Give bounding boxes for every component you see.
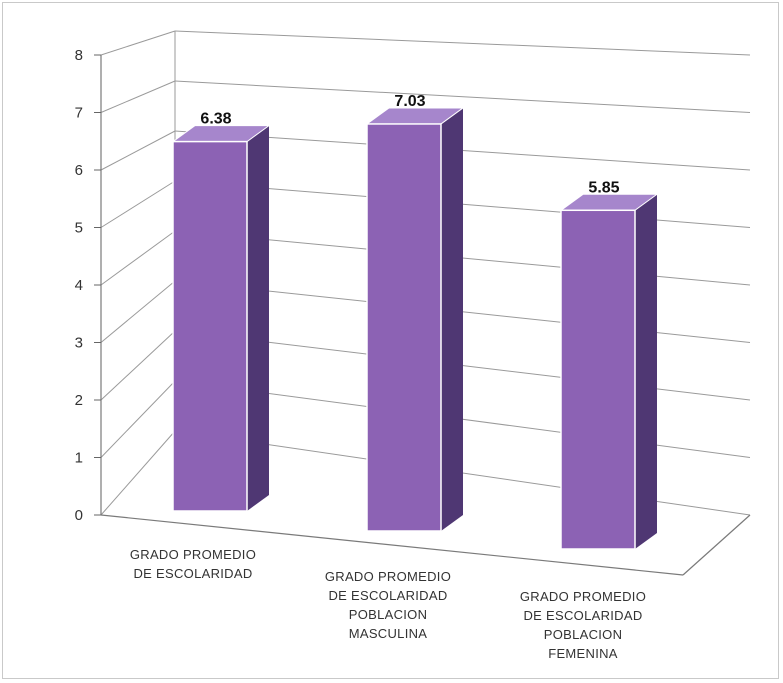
gridline [174, 30, 751, 56]
bar-side-face [635, 194, 657, 549]
data-labels: 6.38 7.03 5.85 [200, 93, 619, 196]
y-tick-label: 6 [75, 162, 83, 179]
category-label-1: GRADO PROMEDIO DE ESCOLARIDAD [130, 547, 256, 581]
data-label-1: 6.38 [200, 111, 231, 128]
bar-chart: 0 1 2 3 4 5 6 7 8 6.38 7.03 5.85 GRADO PROMEDIO DE … [75, 30, 751, 661]
bar-1 [171, 125, 271, 512]
x-axis-line [100, 514, 684, 576]
category-label-3: GRADO PROMEDIO DE ESCOLARIDAD POBLACION FEM… [520, 589, 646, 661]
gridline-side [100, 180, 176, 228]
data-label-2: 7.03 [394, 93, 425, 110]
floor-right-edge [682, 514, 751, 576]
bar-front-face [366, 123, 442, 532]
gridline [174, 80, 751, 113]
category-labels: GRADO PROMEDIO DE ESCOLARIDAD GRADO PROMED… [130, 547, 646, 661]
bars [171, 107, 659, 550]
y-tick-label: 5 [75, 220, 83, 237]
gridline-side [100, 380, 176, 458]
bar-side-face [441, 107, 463, 531]
bar-3 [559, 193, 659, 550]
y-tick-label: 8 [75, 47, 83, 64]
gridline-side [100, 230, 176, 286]
gridline-side [100, 280, 176, 343]
data-label-3: 5.85 [588, 179, 619, 196]
bar-2 [365, 107, 465, 532]
y-tick-label: 3 [75, 335, 83, 352]
bar-front-face [560, 209, 636, 550]
y-tick-label: 4 [75, 277, 83, 294]
y-tick-label: 1 [75, 450, 83, 467]
y-tick-label: 0 [75, 507, 83, 524]
y-tick-label: 2 [75, 392, 83, 409]
gridline-side [100, 130, 176, 171]
gridline-side [100, 330, 176, 401]
bar-front-face [172, 140, 248, 512]
gridline-side [100, 430, 176, 516]
gridline-side [100, 30, 176, 56]
bar-side-face [247, 125, 269, 512]
gridline-side [100, 80, 176, 113]
y-axis-ticks: 0 1 2 3 4 5 6 7 8 [75, 47, 101, 524]
y-tick-label: 7 [75, 105, 83, 122]
category-label-2: GRADO PROMEDIO DE ESCOLARIDAD POBLACION MAS… [325, 569, 451, 641]
